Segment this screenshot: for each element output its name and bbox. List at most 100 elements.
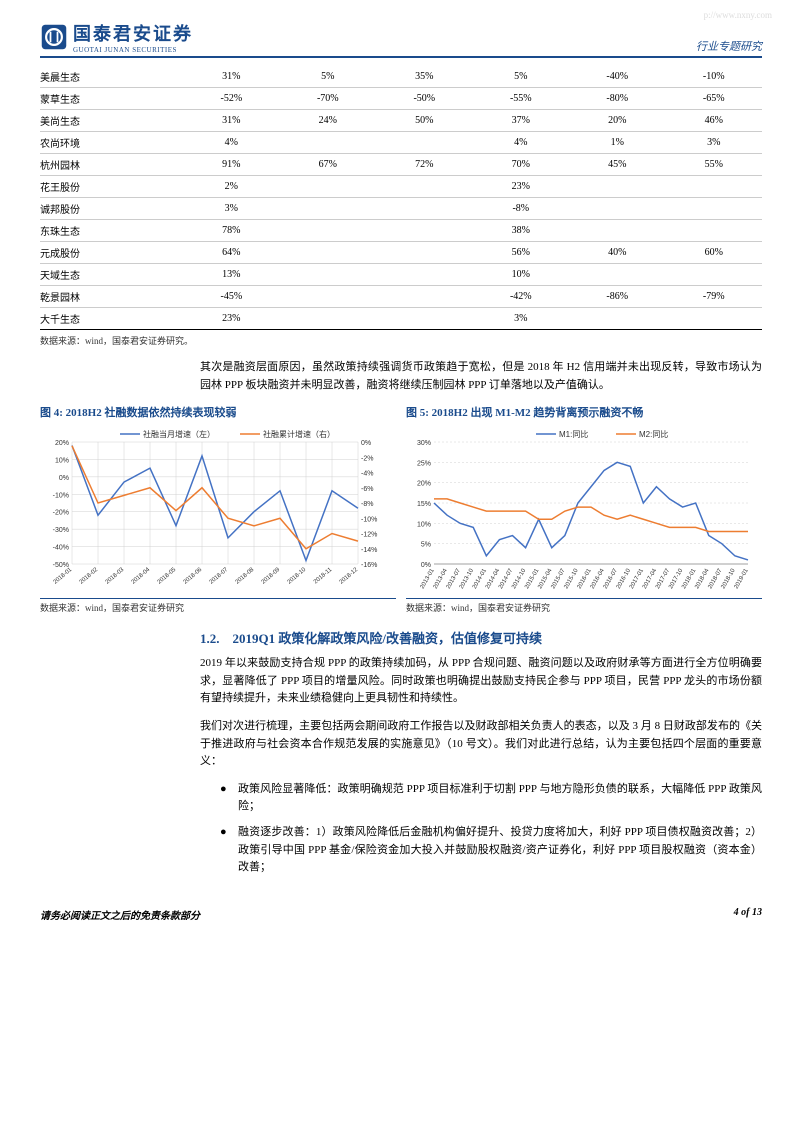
table-cell: 诚邦股份 [40, 198, 183, 220]
table-cell: 78% [183, 220, 279, 242]
table-cell: 元成股份 [40, 242, 183, 264]
table-row: 诚邦股份3% -8% [40, 198, 762, 220]
table-cell [280, 132, 376, 154]
table-cell: 20% [569, 110, 665, 132]
table-cell [666, 264, 763, 286]
table-cell: 56% [473, 242, 569, 264]
svg-text:-50%: -50% [53, 562, 69, 569]
table-row: 天域生态13%10% [40, 264, 762, 286]
table-cell [376, 198, 472, 220]
table-cell [376, 176, 472, 198]
table-cell: -65% [666, 88, 763, 110]
table-row: 花王股份2%23% [40, 176, 762, 198]
svg-text:社融累计增速（右）: 社融累计增速（右） [263, 429, 335, 439]
table-row: 蒙草生态-52%-70%-50%-55%-80%-65% [40, 88, 762, 110]
data-table: 美晨生态31%5%35%5%-40%-10%蒙草生态-52%-70%-50%-5… [40, 66, 762, 330]
table-cell: 3% [183, 198, 279, 220]
svg-text:-40%: -40% [53, 545, 69, 552]
svg-text:2018-10: 2018-10 [287, 567, 308, 586]
svg-text:-12%: -12% [361, 532, 377, 539]
table-cell: -45% [183, 286, 279, 308]
table-cell: 4% [183, 132, 279, 154]
table-cell: 大千生态 [40, 308, 183, 330]
table-row: 大千生态23%3% [40, 308, 762, 330]
table-cell: 24% [280, 110, 376, 132]
svg-text:0%: 0% [59, 475, 69, 482]
svg-text:2018-11: 2018-11 [313, 567, 334, 586]
table-source: 数据来源：wind，国泰君安证券研究。 [40, 334, 762, 347]
table-cell: 农尚环境 [40, 132, 183, 154]
table-cell [376, 242, 472, 264]
svg-text:2018-08: 2018-08 [235, 567, 256, 586]
table-cell: 10% [473, 264, 569, 286]
table-cell: 蒙草生态 [40, 88, 183, 110]
svg-text:-8%: -8% [361, 501, 373, 508]
table-cell: 35% [376, 66, 472, 88]
table-cell: 花王股份 [40, 176, 183, 198]
table-cell: 91% [183, 154, 279, 176]
svg-text:15%: 15% [417, 501, 431, 508]
table-cell [280, 308, 376, 330]
svg-text:2018-09: 2018-09 [261, 567, 282, 586]
footer: 请务必阅读正文之后的免责条款部分 4 of 13 [40, 907, 762, 922]
watermark: p://www.nxny.com [704, 10, 772, 20]
table-row: 元成股份64% 56%40%60% [40, 242, 762, 264]
table-cell [666, 220, 763, 242]
table-cell [280, 220, 376, 242]
paragraph-2: 2019 年以来鼓励支持合规 PPP 的政策持续加码，从 PPP 合规问题、融资… [200, 655, 762, 708]
table-cell: 50% [376, 110, 472, 132]
table-cell: -79% [666, 286, 763, 308]
svg-text:社融当月增速（左）: 社融当月增速（左） [143, 429, 215, 439]
table-cell: 5% [473, 66, 569, 88]
table-cell: 31% [183, 110, 279, 132]
svg-text:M1:同比: M1:同比 [559, 429, 588, 439]
table-cell: -42% [473, 286, 569, 308]
table-row: 杭州园林91%67%72%70%45%55% [40, 154, 762, 176]
table-cell: -10% [666, 66, 763, 88]
svg-text:-10%: -10% [361, 516, 377, 523]
table-cell: 46% [666, 110, 763, 132]
table-cell [376, 132, 472, 154]
table-cell: 40% [569, 242, 665, 264]
table-cell [376, 220, 472, 242]
table-cell: 64% [183, 242, 279, 264]
svg-text:30%: 30% [417, 440, 431, 447]
table-cell: 23% [183, 308, 279, 330]
svg-text:2018-01: 2018-01 [53, 567, 74, 586]
table-row: 农尚环境4%4%1%3% [40, 132, 762, 154]
table-cell [280, 176, 376, 198]
svg-text:25%: 25% [417, 461, 431, 468]
table-cell: 60% [666, 242, 763, 264]
table-cell: 55% [666, 154, 763, 176]
svg-text:2018-04: 2018-04 [131, 567, 152, 586]
svg-text:0%: 0% [361, 440, 371, 447]
table-cell [569, 264, 665, 286]
table-cell [376, 264, 472, 286]
table-cell [280, 264, 376, 286]
table-cell: -8% [473, 198, 569, 220]
table-cell: 72% [376, 154, 472, 176]
svg-text:2018-02: 2018-02 [79, 567, 100, 586]
table-cell: 3% [666, 132, 763, 154]
svg-text:2018-03: 2018-03 [105, 567, 126, 586]
table-cell [569, 220, 665, 242]
table-cell: 45% [569, 154, 665, 176]
logo-text-en: GUOTAI JUNAN SECURITIES [73, 46, 193, 54]
svg-text:10%: 10% [55, 458, 69, 465]
table-cell: -86% [569, 286, 665, 308]
chart-4: -50%-40%-30%-20%-10%0%10%20%-16%-14%-12%… [40, 424, 396, 594]
table-cell [569, 176, 665, 198]
svg-text:-6%: -6% [361, 486, 373, 493]
footer-disclaimer: 请务必阅读正文之后的免责条款部分 [40, 907, 200, 922]
table-cell: 70% [473, 154, 569, 176]
table-cell: 2% [183, 176, 279, 198]
table-row: 美晨生态31%5%35%5%-40%-10% [40, 66, 762, 88]
table-cell: 天域生态 [40, 264, 183, 286]
table-cell [569, 198, 665, 220]
table-cell [569, 308, 665, 330]
table-cell: 4% [473, 132, 569, 154]
table-cell: 东珠生态 [40, 220, 183, 242]
svg-text:-16%: -16% [361, 562, 377, 569]
logo-icon [40, 23, 68, 51]
header-category: 行业专题研究 [696, 38, 762, 54]
